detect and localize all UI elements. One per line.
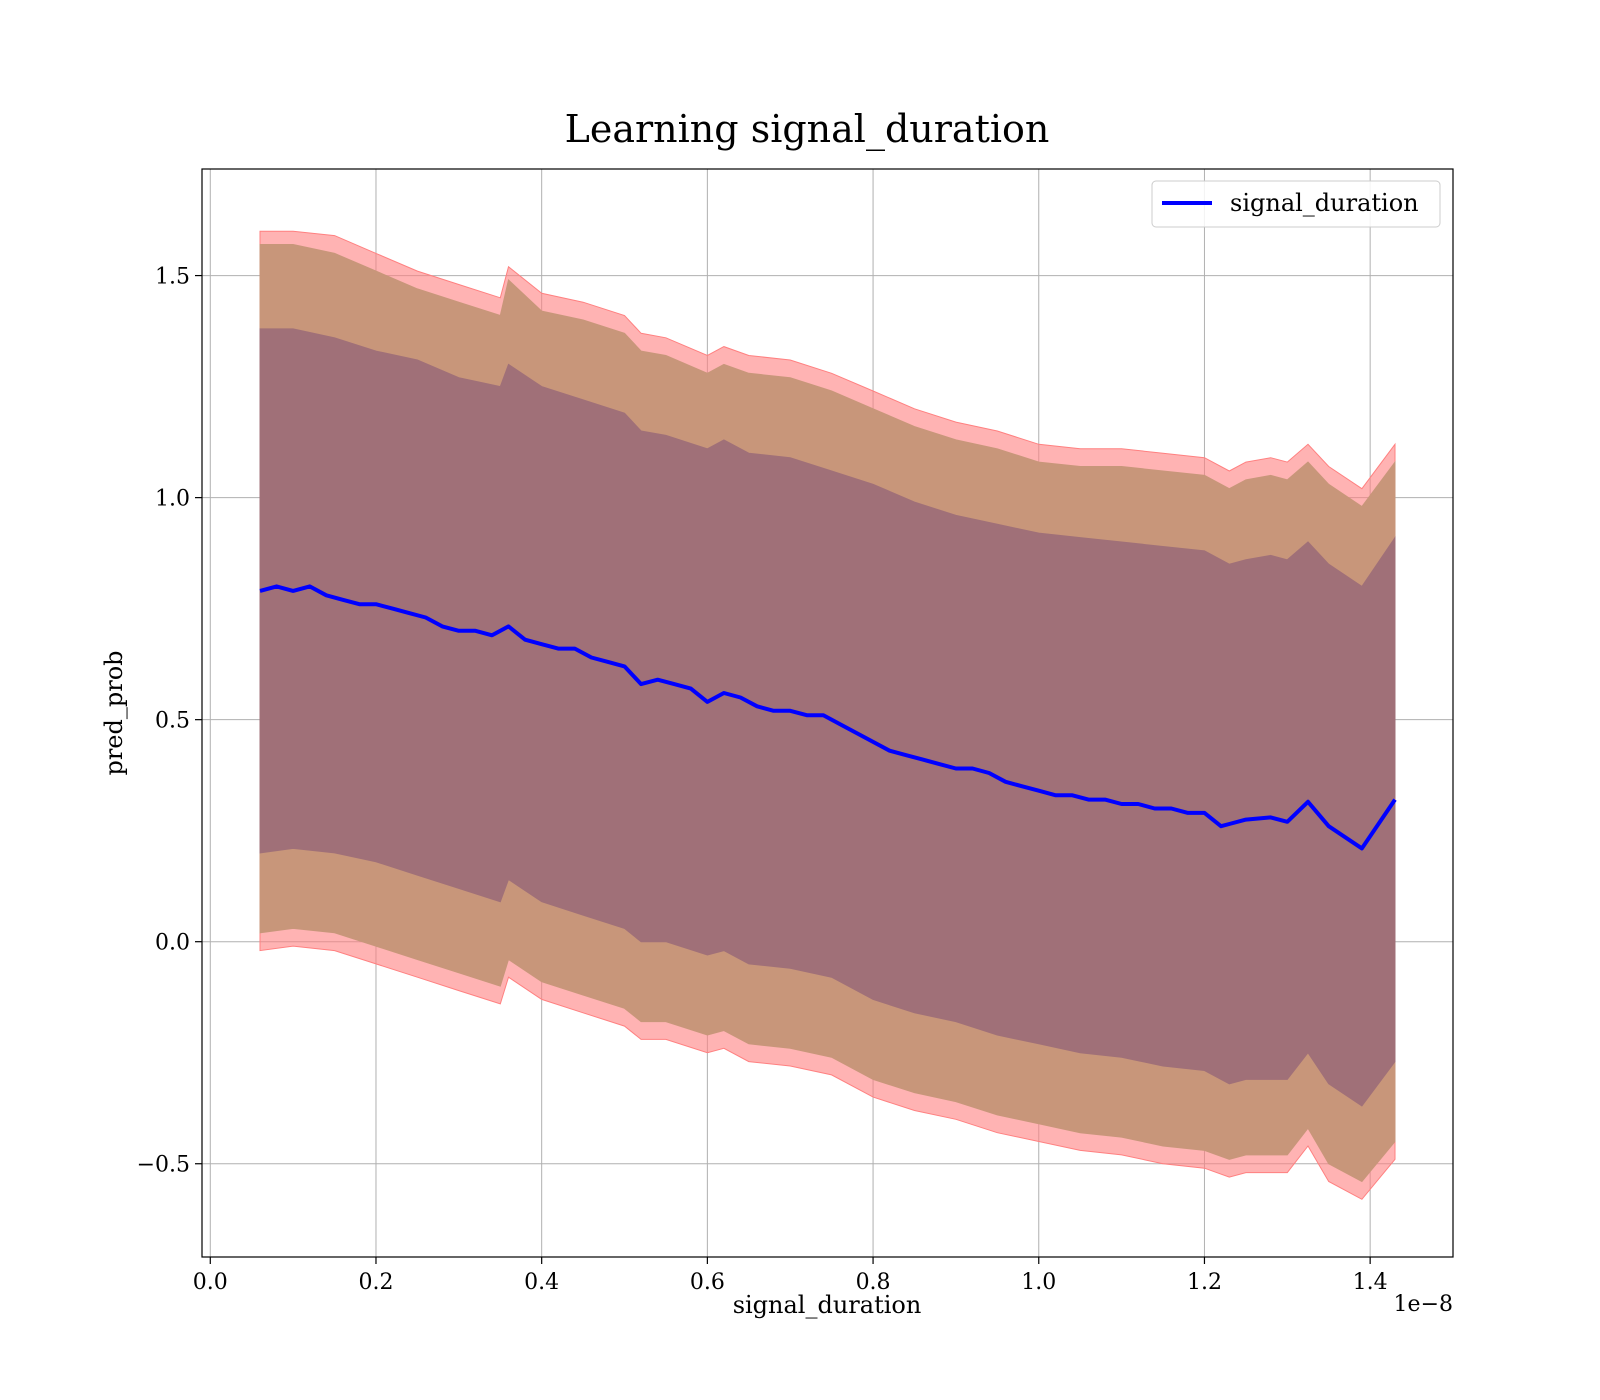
x-tick-label-6: 1.2 [1187,1270,1222,1295]
x-tick-label-4: 0.8 [856,1270,891,1295]
x-tick-label-2: 0.4 [524,1270,559,1295]
plot-frame [201,168,1454,1258]
x-axis-ticks: 0.0 0.2 0.4 0.6 0.8 1.0 1.2 1.4 [193,1257,1388,1295]
y-tick-label-3: 1.0 [155,487,190,512]
series-lines [259,584,1397,851]
y-axis-label: pred_prob [100,650,128,775]
legend-label-signal-duration: signal_duration [1230,189,1419,217]
legend-box [1151,180,1441,228]
x-tick-label-0: 0.0 [193,1270,228,1295]
y-tick-label-4: 1.5 [155,265,190,290]
chart-title: Learning signal_duration [565,107,1050,152]
x-tick-label-1: 0.2 [358,1270,393,1295]
x-axis-label: signal_duration [733,1291,922,1319]
legend: signal_duration [1151,180,1441,228]
x-tick-label-5: 1.0 [1021,1270,1056,1295]
y-tick-label-1: 0.0 [155,931,190,956]
y-tick-label-0: −0.5 [137,1153,190,1178]
y-axis-ticks: −0.5 0.0 0.5 1.0 1.5 [137,265,202,1178]
series-line-0 [259,584,1397,851]
x-tick-label-3: 0.6 [690,1270,725,1295]
x-axis-offset-label: 1e−8 [1394,1292,1453,1317]
x-tick-label-7: 1.4 [1353,1270,1388,1295]
y-tick-label-2: 0.5 [155,709,190,734]
